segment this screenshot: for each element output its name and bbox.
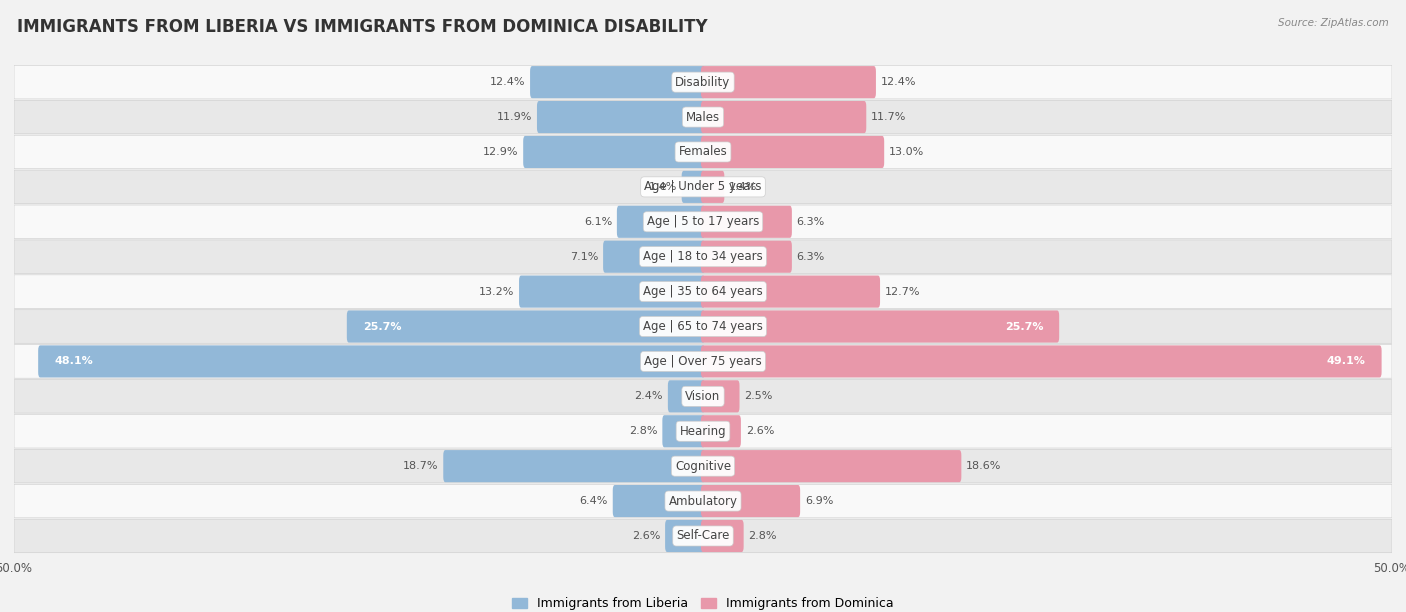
- Text: 6.3%: 6.3%: [797, 217, 825, 227]
- Text: 49.1%: 49.1%: [1327, 356, 1365, 367]
- Text: Age | 5 to 17 years: Age | 5 to 17 years: [647, 215, 759, 228]
- FancyBboxPatch shape: [14, 345, 1392, 378]
- Text: 11.7%: 11.7%: [872, 112, 907, 122]
- FancyBboxPatch shape: [14, 379, 1392, 413]
- Text: 12.9%: 12.9%: [482, 147, 519, 157]
- Text: 25.7%: 25.7%: [1005, 321, 1043, 332]
- FancyBboxPatch shape: [665, 520, 704, 552]
- Text: 13.2%: 13.2%: [479, 286, 515, 297]
- FancyBboxPatch shape: [702, 241, 792, 273]
- FancyBboxPatch shape: [14, 135, 1392, 169]
- Text: 18.7%: 18.7%: [404, 461, 439, 471]
- FancyBboxPatch shape: [662, 415, 704, 447]
- Text: 2.6%: 2.6%: [631, 531, 661, 541]
- FancyBboxPatch shape: [702, 171, 724, 203]
- Text: 48.1%: 48.1%: [53, 356, 93, 367]
- FancyBboxPatch shape: [14, 65, 1392, 99]
- FancyBboxPatch shape: [519, 275, 704, 308]
- Text: Source: ZipAtlas.com: Source: ZipAtlas.com: [1278, 18, 1389, 28]
- Text: 18.6%: 18.6%: [966, 461, 1001, 471]
- Text: Hearing: Hearing: [679, 425, 727, 438]
- Text: Males: Males: [686, 111, 720, 124]
- Text: Females: Females: [679, 146, 727, 159]
- FancyBboxPatch shape: [14, 205, 1392, 239]
- Text: Age | 18 to 34 years: Age | 18 to 34 years: [643, 250, 763, 263]
- Text: 12.7%: 12.7%: [884, 286, 921, 297]
- Text: 7.1%: 7.1%: [569, 252, 599, 262]
- FancyBboxPatch shape: [443, 450, 704, 482]
- Text: 6.1%: 6.1%: [583, 217, 612, 227]
- FancyBboxPatch shape: [14, 449, 1392, 483]
- Text: 25.7%: 25.7%: [363, 321, 401, 332]
- Text: Vision: Vision: [685, 390, 721, 403]
- Text: Age | 35 to 64 years: Age | 35 to 64 years: [643, 285, 763, 298]
- Text: Self-Care: Self-Care: [676, 529, 730, 542]
- FancyBboxPatch shape: [702, 345, 1382, 378]
- FancyBboxPatch shape: [14, 170, 1392, 204]
- FancyBboxPatch shape: [14, 100, 1392, 134]
- FancyBboxPatch shape: [14, 519, 1392, 553]
- Text: 11.9%: 11.9%: [496, 112, 531, 122]
- FancyBboxPatch shape: [702, 520, 744, 552]
- Text: 12.4%: 12.4%: [489, 77, 526, 87]
- Text: 2.5%: 2.5%: [744, 391, 773, 401]
- Text: 13.0%: 13.0%: [889, 147, 924, 157]
- Text: 6.4%: 6.4%: [579, 496, 607, 506]
- Text: Ambulatory: Ambulatory: [668, 494, 738, 507]
- FancyBboxPatch shape: [14, 275, 1392, 308]
- FancyBboxPatch shape: [702, 101, 866, 133]
- FancyBboxPatch shape: [702, 415, 741, 447]
- Text: 2.8%: 2.8%: [628, 426, 658, 436]
- Text: IMMIGRANTS FROM LIBERIA VS IMMIGRANTS FROM DOMINICA DISABILITY: IMMIGRANTS FROM LIBERIA VS IMMIGRANTS FR…: [17, 18, 707, 36]
- Text: Age | Over 75 years: Age | Over 75 years: [644, 355, 762, 368]
- Legend: Immigrants from Liberia, Immigrants from Dominica: Immigrants from Liberia, Immigrants from…: [512, 597, 894, 610]
- FancyBboxPatch shape: [613, 485, 704, 517]
- FancyBboxPatch shape: [702, 275, 880, 308]
- Text: 2.8%: 2.8%: [748, 531, 778, 541]
- FancyBboxPatch shape: [603, 241, 704, 273]
- FancyBboxPatch shape: [702, 380, 740, 412]
- FancyBboxPatch shape: [38, 345, 704, 378]
- Text: Age | Under 5 years: Age | Under 5 years: [644, 181, 762, 193]
- FancyBboxPatch shape: [702, 206, 792, 238]
- Text: 2.6%: 2.6%: [745, 426, 775, 436]
- Text: 6.3%: 6.3%: [797, 252, 825, 262]
- Text: Age | 65 to 74 years: Age | 65 to 74 years: [643, 320, 763, 333]
- FancyBboxPatch shape: [702, 66, 876, 98]
- FancyBboxPatch shape: [537, 101, 704, 133]
- Text: Disability: Disability: [675, 76, 731, 89]
- FancyBboxPatch shape: [682, 171, 704, 203]
- FancyBboxPatch shape: [347, 310, 704, 343]
- Text: 2.4%: 2.4%: [634, 391, 664, 401]
- FancyBboxPatch shape: [668, 380, 704, 412]
- FancyBboxPatch shape: [14, 240, 1392, 274]
- FancyBboxPatch shape: [14, 484, 1392, 518]
- FancyBboxPatch shape: [702, 485, 800, 517]
- FancyBboxPatch shape: [702, 450, 962, 482]
- FancyBboxPatch shape: [702, 136, 884, 168]
- FancyBboxPatch shape: [14, 310, 1392, 343]
- Text: Cognitive: Cognitive: [675, 460, 731, 472]
- FancyBboxPatch shape: [617, 206, 704, 238]
- FancyBboxPatch shape: [14, 414, 1392, 448]
- FancyBboxPatch shape: [523, 136, 704, 168]
- FancyBboxPatch shape: [530, 66, 704, 98]
- Text: 6.9%: 6.9%: [806, 496, 834, 506]
- FancyBboxPatch shape: [702, 310, 1059, 343]
- Text: 1.4%: 1.4%: [648, 182, 676, 192]
- Text: 12.4%: 12.4%: [880, 77, 917, 87]
- Text: 1.4%: 1.4%: [730, 182, 758, 192]
